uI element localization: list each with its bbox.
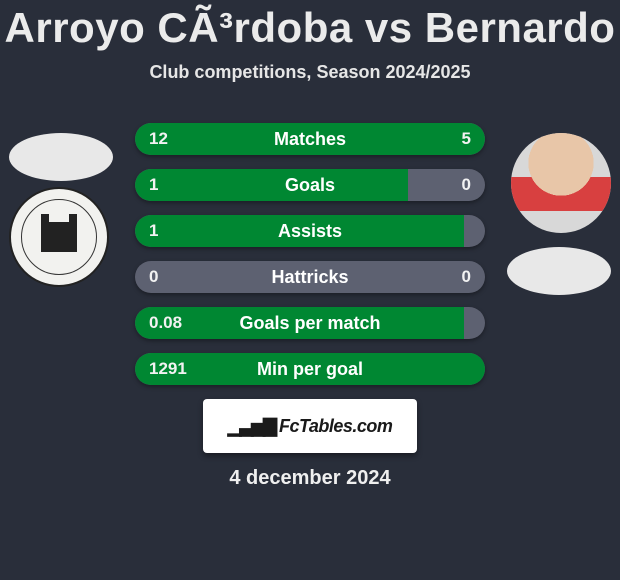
page-subtitle: Club competitions, Season 2024/2025 [0,62,620,83]
stat-label: Goals [135,175,485,196]
team-badge-left [9,187,109,271]
brand-box: ▁▃▅▇FcTables.com [203,399,417,453]
comparison-chart: 125Matches 10Goals 1Assists 00Hattricks 0.08… [0,123,620,385]
page-title: Arroyo CÃ³rdoba vs Bernardo [0,0,620,52]
date-label: 4 december 2024 [0,467,620,490]
stat-rows: 125Matches 10Goals 1Assists 00Hattricks 0.08… [135,123,485,385]
bars-icon: ▁▃▅▇ [228,416,275,437]
stat-row: 1Assists [135,215,485,247]
stat-label: Matches [135,129,485,150]
stat-row: 0.08Goals per match [135,307,485,339]
stat-label: Hattricks [135,267,485,288]
stat-row: 10Goals [135,169,485,201]
player-avatar-right [511,133,611,233]
stat-label: Goals per match [135,313,485,334]
stat-label: Min per goal [135,359,485,380]
team-badge-right [507,247,611,295]
stat-row: 00Hattricks [135,261,485,293]
stat-label: Assists [135,221,485,242]
stat-row: 1291Min per goal [135,353,485,385]
stat-row: 125Matches [135,123,485,155]
player-avatar-left [9,133,113,181]
brand-logo: ▁▃▅▇FcTables.com [228,416,393,437]
